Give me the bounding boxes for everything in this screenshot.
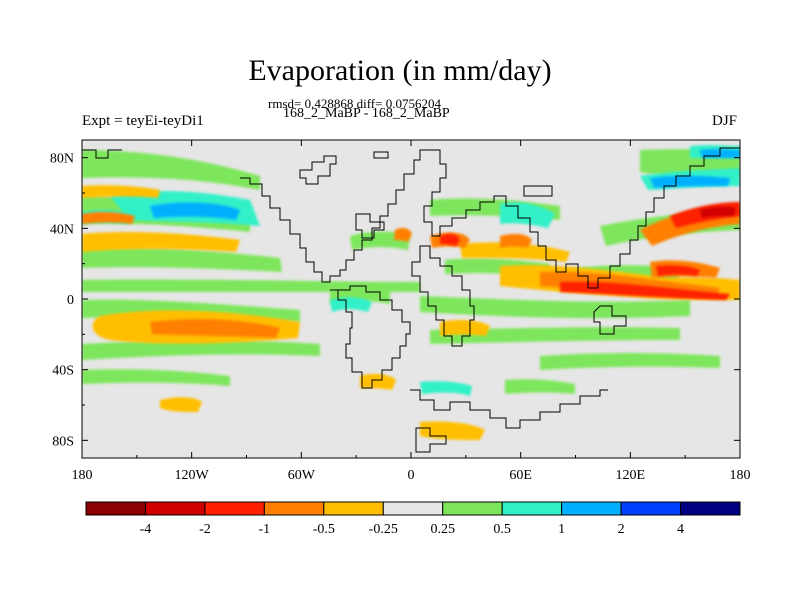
map-panel: 180 120W 60W 0 60E 120E 180 80N 40N 0 40S 80S — [50, 139, 751, 483]
y-tick-label: 80N — [50, 152, 74, 167]
left-subtitle: Expt = teyEi-teyDi1 — [82, 113, 204, 129]
x-tick-label: 60W — [288, 468, 316, 483]
colorbar: -4 -2 -1 -0.5 -0.25 0.25 0.5 1 2 4 — [85, 501, 741, 537]
colorbar-swatch — [442, 501, 503, 516]
colorbar-label: 0.5 — [493, 522, 511, 537]
y-tick-label: 40N — [50, 222, 74, 237]
y-tick-label: 80S — [52, 434, 74, 449]
contour-fill — [82, 145, 740, 453]
y-tick-label: 0 — [67, 293, 74, 308]
colorbar-swatch — [85, 501, 146, 516]
x-tick-label: 120E — [616, 468, 646, 483]
x-tick-label: 60E — [509, 468, 532, 483]
colorbar-swatch — [263, 501, 325, 516]
y-axis: 80N 40N 0 40S 80S — [50, 152, 740, 449]
colorbar-swatch — [501, 501, 563, 516]
plot-title: Evaporation (in mm/day) — [248, 54, 552, 87]
colorbar-swatch — [680, 501, 741, 516]
colorbar-label: -0.5 — [313, 522, 335, 537]
colorbar-swatch — [561, 501, 622, 516]
colorbar-label: 2 — [618, 522, 625, 537]
x-tick-label: 180 — [730, 468, 751, 483]
colorbar-label: 1 — [558, 522, 565, 537]
colorbar-swatch — [144, 501, 206, 516]
colorbar-swatch — [382, 501, 444, 516]
x-tick-label: 180 — [72, 468, 93, 483]
x-tick-label: 0 — [408, 468, 415, 483]
x-tick-label: 120W — [175, 468, 210, 483]
colorbar-label: 4 — [677, 522, 684, 537]
season-label: DJF — [712, 113, 738, 129]
colorbar-swatch — [204, 501, 265, 516]
colorbar-label: -1 — [259, 522, 271, 537]
colorbar-swatch — [323, 501, 384, 516]
colorbar-label: -0.25 — [369, 522, 398, 537]
colorbar-swatch — [620, 501, 682, 516]
colorbar-label: -2 — [199, 522, 211, 537]
colorbar-label: 0.25 — [430, 522, 455, 537]
experiment-name: 168_2_MaBP - 168_2_MaBP — [283, 106, 450, 121]
y-tick-label: 40S — [52, 364, 74, 379]
stats-line: rmsd= 0.428868 diff= 0.0756204 — [268, 96, 441, 111]
colorbar-label: -4 — [140, 522, 152, 537]
x-axis: 180 120W 60W 0 60E 120E 180 — [72, 140, 751, 483]
